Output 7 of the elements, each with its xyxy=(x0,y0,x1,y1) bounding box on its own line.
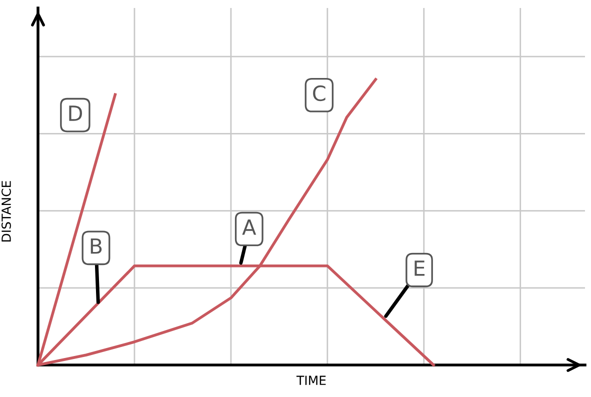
x-axis-title: TIME xyxy=(296,376,326,385)
annotation: E xyxy=(414,260,425,276)
annotation: A xyxy=(242,220,256,235)
y-axis-title: DISTANCE xyxy=(2,181,11,242)
annotation: B xyxy=(90,238,102,254)
annotation: D xyxy=(69,106,82,121)
annotation: C xyxy=(313,85,326,102)
